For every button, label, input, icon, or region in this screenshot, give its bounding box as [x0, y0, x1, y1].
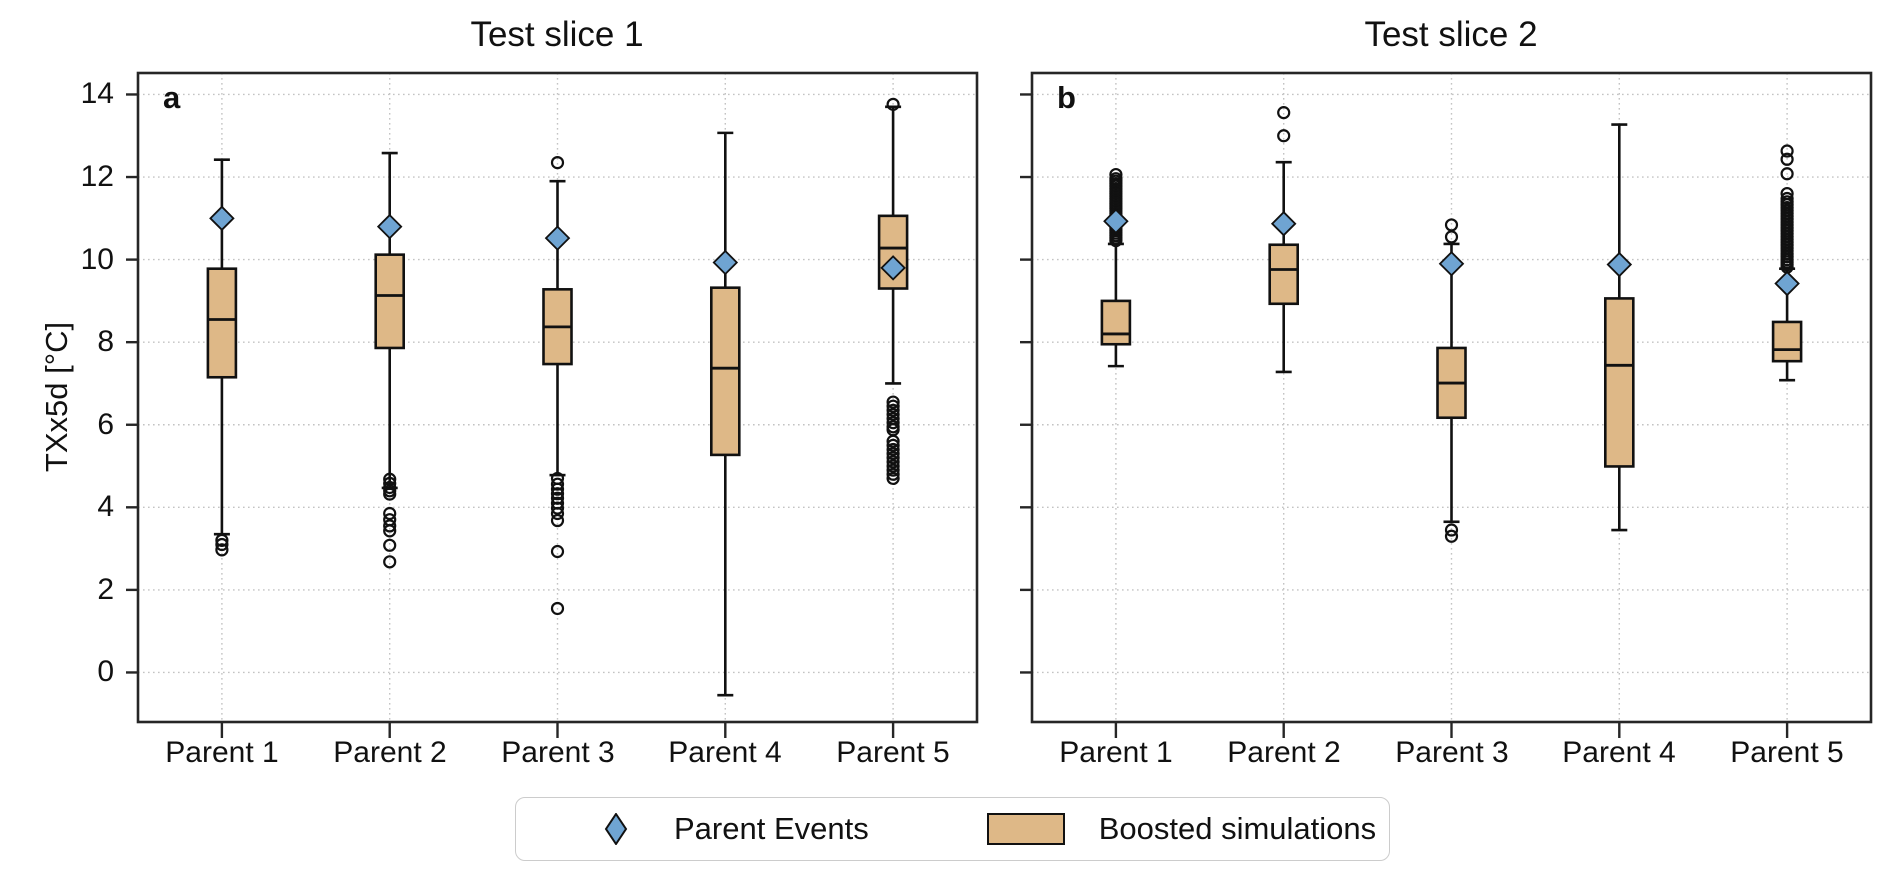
- parent-event-marker: [209, 205, 235, 232]
- outlier-point: [886, 434, 900, 448]
- boosted-simulations-swatch-icon: [986, 813, 1065, 845]
- x-tick-label: Parent 3: [501, 736, 615, 769]
- outlier-point: [1444, 523, 1459, 537]
- legend-label-parent-events: Parent Events: [674, 811, 869, 846]
- parent-event-marker: [712, 249, 739, 276]
- parent-event-marker: [1103, 208, 1129, 234]
- panel-border: [136, 71, 979, 724]
- outlier-point: [550, 482, 565, 496]
- box: [1100, 299, 1132, 346]
- box: [1604, 297, 1635, 468]
- outlier-point: [886, 395, 900, 409]
- outlier-point: [1444, 230, 1459, 244]
- box: [374, 253, 406, 350]
- outlier-point: [550, 506, 565, 521]
- outlier-point: [886, 399, 900, 413]
- outlier-point: [886, 416, 900, 430]
- outlier-point: [550, 544, 565, 559]
- box: [877, 214, 909, 290]
- y-tick-label: 14: [80, 77, 114, 110]
- outlier-point: [550, 477, 565, 491]
- panel-border: [1030, 71, 1873, 724]
- box: [1268, 243, 1299, 306]
- panel-a-title: Test slice 1: [470, 15, 644, 54]
- x-tick-label: Parent 4: [1562, 736, 1676, 769]
- x-tick-label: Parent 2: [1227, 736, 1341, 769]
- outlier-point: [1780, 152, 1794, 166]
- legend-label-boosted-simulations: Boosted simulations: [1098, 811, 1377, 846]
- outlier-point: [886, 438, 900, 452]
- legend: Parent Events Boosted simulations: [515, 797, 1390, 861]
- outlier-point: [886, 471, 900, 486]
- y-tick-label: 4: [97, 490, 114, 523]
- outlier-point: [215, 533, 229, 547]
- x-tick-label: Parent 3: [1395, 736, 1509, 769]
- outlier-point: [215, 543, 229, 557]
- parent-event-marker: [1438, 250, 1465, 277]
- box: [709, 286, 741, 457]
- x-tick-label: Parent 5: [1730, 736, 1844, 769]
- panel-b-title: Test slice 2: [1364, 15, 1538, 54]
- panel-b-label: b: [1057, 80, 1076, 115]
- x-tick-label: Parent 4: [668, 736, 782, 769]
- y-tick-label: 12: [80, 160, 114, 193]
- outlier-point: [550, 601, 565, 616]
- parent-event-marker: [880, 255, 906, 281]
- x-tick-label: Parent 1: [1059, 736, 1173, 769]
- outlier-point: [383, 538, 397, 552]
- outlier-point: [886, 442, 900, 457]
- x-tick-label: Parent 5: [836, 736, 950, 769]
- outlier-point: [550, 487, 565, 501]
- outlier-point: [383, 519, 397, 533]
- x-tick-label: Parent 2: [333, 736, 447, 769]
- box: [206, 267, 238, 379]
- y-tick-label: 6: [97, 408, 114, 441]
- y-axis-label: TXx5d [°C]: [39, 321, 74, 473]
- outlier-point: [886, 447, 900, 461]
- outlier-point: [215, 537, 229, 552]
- outlier-point: [886, 463, 900, 477]
- y-tick-label: 0: [97, 655, 114, 688]
- outlier-point: [383, 555, 397, 569]
- outlier-point: [1277, 129, 1291, 143]
- outlier-point: [1444, 529, 1459, 543]
- outlier-point: [1780, 144, 1794, 158]
- parent-event-marker: [1270, 210, 1297, 237]
- outlier-point: [383, 506, 397, 521]
- outlier-point: [886, 97, 900, 111]
- box: [1771, 320, 1803, 363]
- outlier-point: [550, 155, 565, 170]
- parent-event-marker: [1606, 251, 1633, 278]
- outlier-point: [550, 501, 565, 515]
- outlier-point: [886, 451, 900, 465]
- y-tick-label: 2: [97, 573, 114, 606]
- outlier-point: [886, 459, 900, 473]
- y-tick-label: 10: [80, 243, 114, 276]
- outlier-point: [886, 467, 900, 481]
- x-tick-label: Parent 1: [165, 736, 279, 769]
- outlier-point: [886, 403, 900, 417]
- outlier-point: [886, 407, 900, 422]
- outlier-point: [1277, 106, 1291, 120]
- y-tick-label: 8: [97, 325, 114, 358]
- parent-event-marker: [1774, 270, 1800, 297]
- legend-item-boosted-simulations: Boosted simulations: [986, 811, 1377, 847]
- outlier-point: [886, 455, 900, 469]
- outlier-point: [383, 487, 397, 501]
- parent-events-diamond-icon: [604, 813, 628, 845]
- parent-event-marker: [544, 225, 571, 251]
- legend-item-parent-events: Parent Events: [604, 811, 869, 847]
- outlier-point: [550, 513, 565, 528]
- outlier-point: [1780, 167, 1794, 181]
- panel-a-label: a: [163, 80, 181, 115]
- parent-event-marker: [376, 213, 403, 240]
- outlier-point: [1109, 234, 1123, 248]
- outlier-point: [383, 524, 397, 538]
